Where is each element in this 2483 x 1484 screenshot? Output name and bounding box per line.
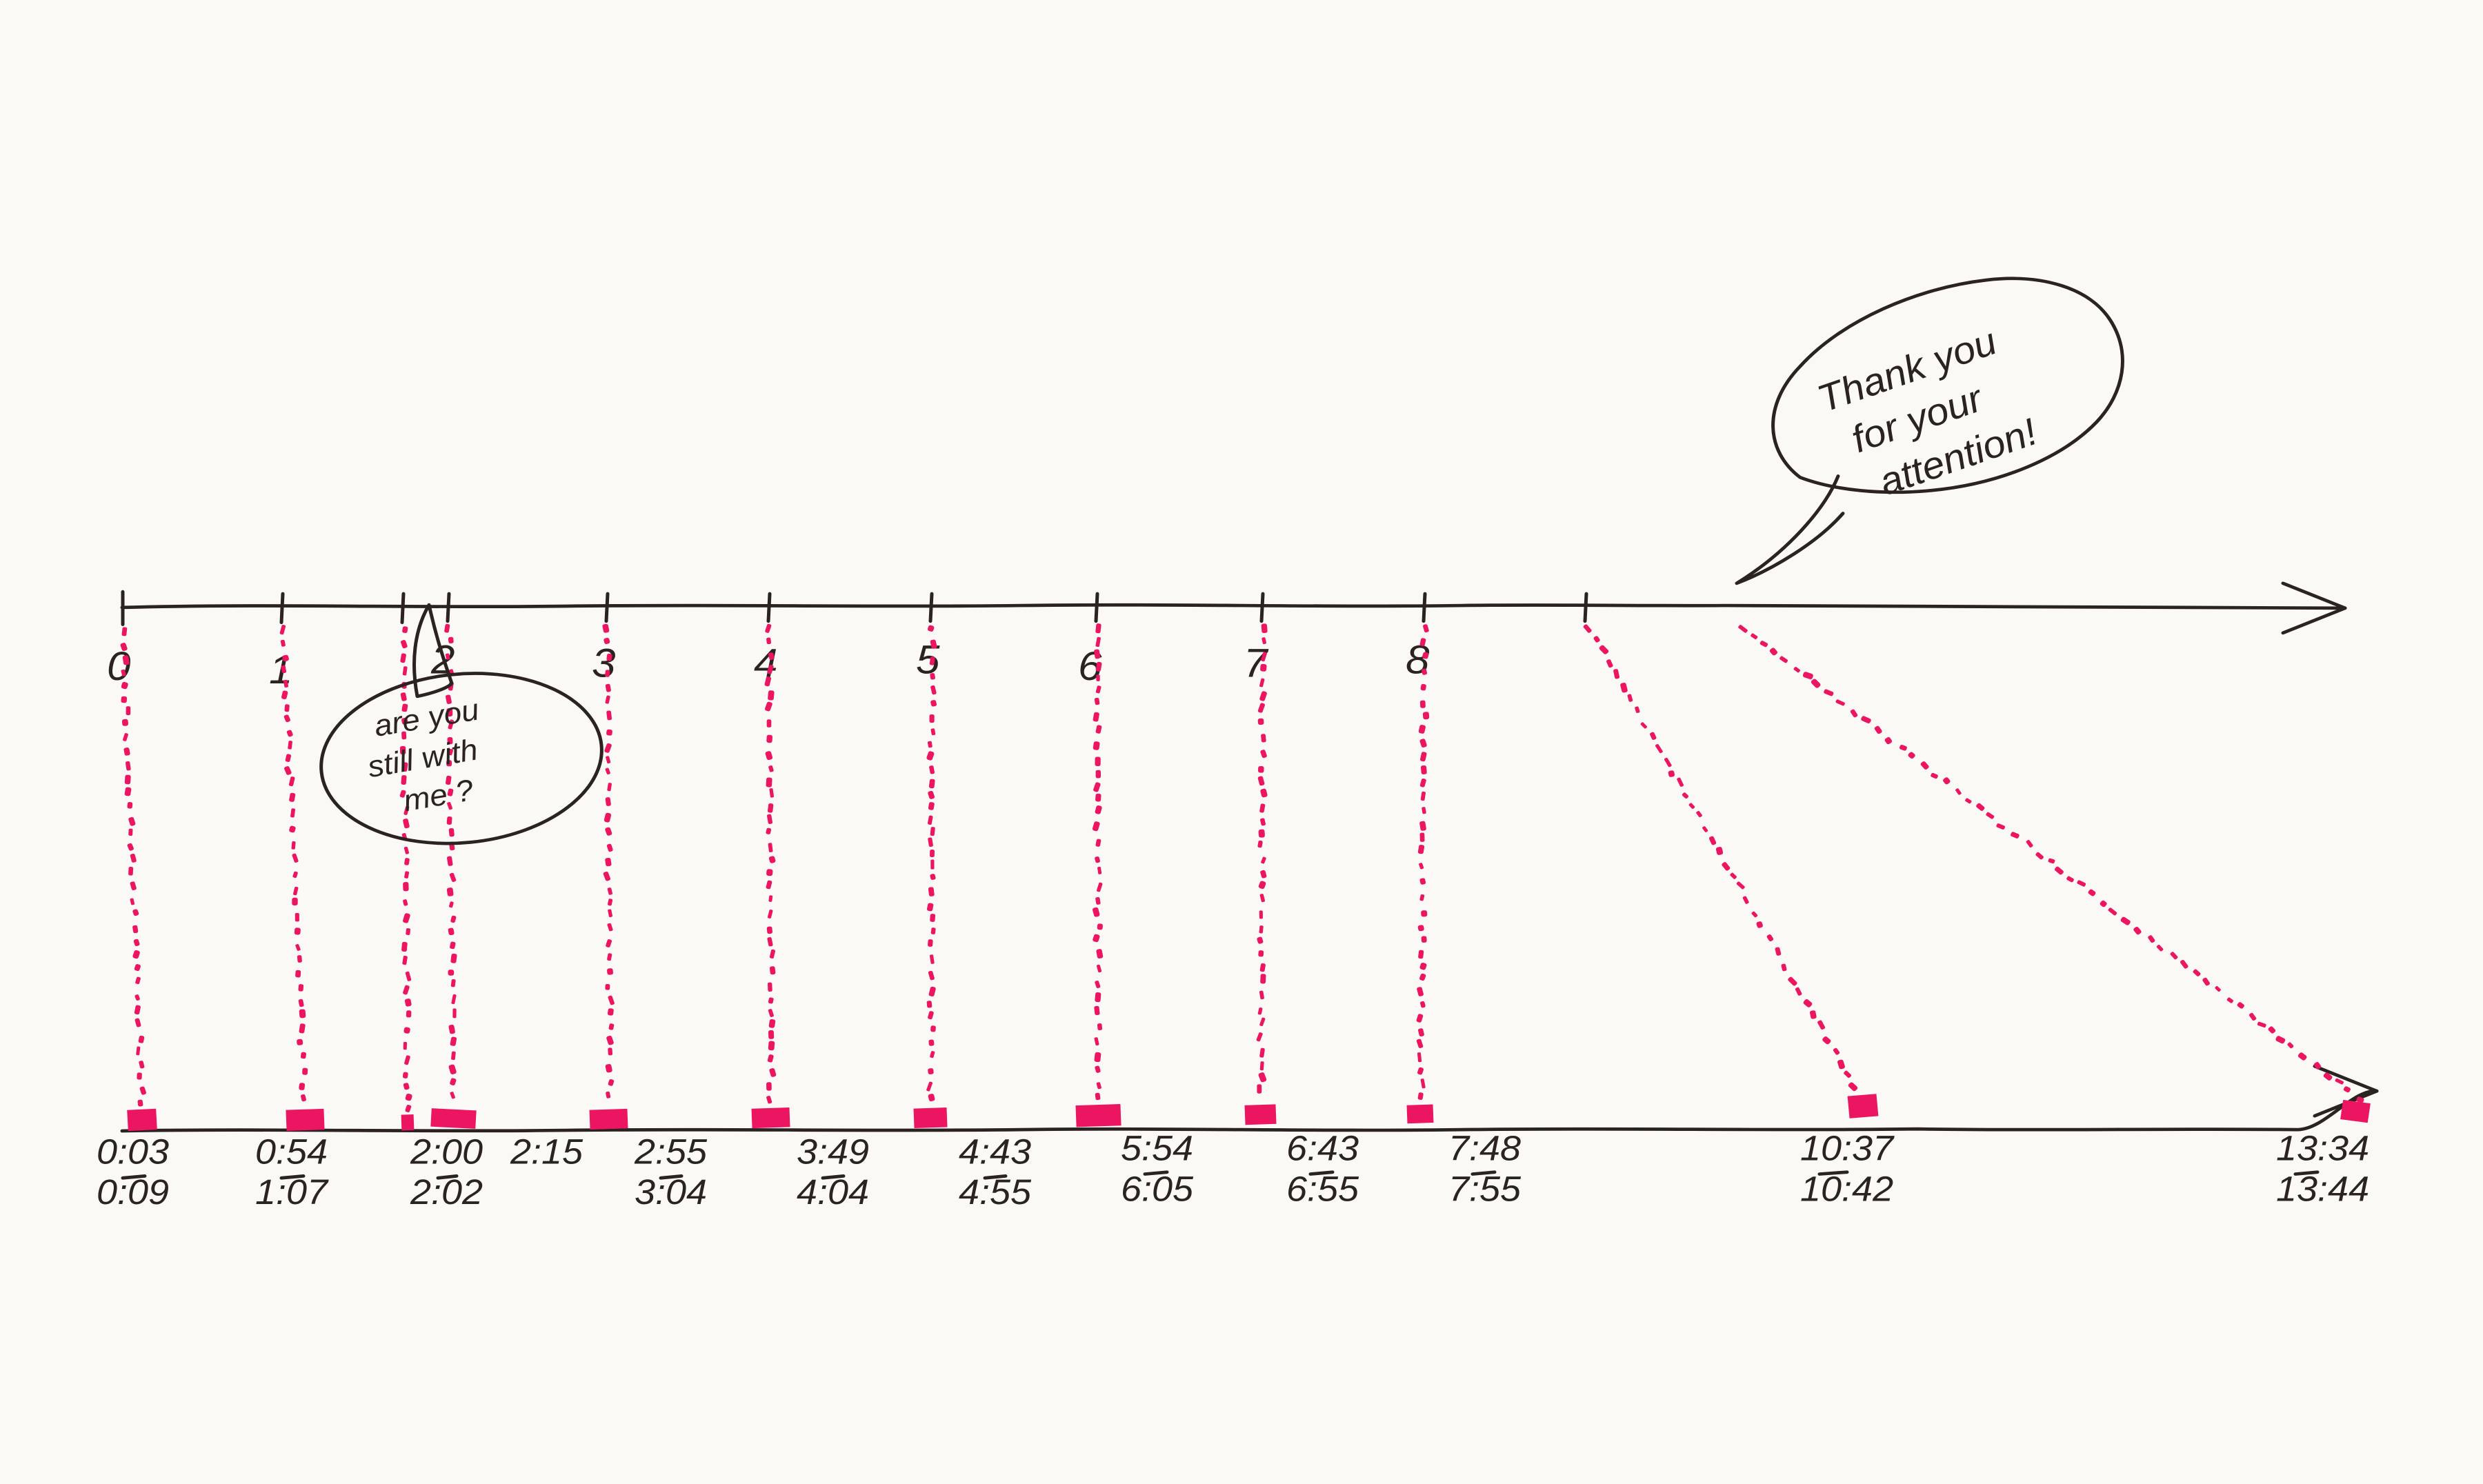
- svg-text:13:34: 13:34: [2276, 1129, 2369, 1168]
- svg-text:1:07: 1:07: [255, 1172, 329, 1212]
- svg-text:0:54: 0:54: [255, 1132, 328, 1172]
- svg-text:4: 4: [754, 640, 777, 685]
- svg-text:0: 0: [107, 643, 131, 689]
- svg-text:2:15: 2:15: [510, 1132, 584, 1172]
- svg-text:5:54: 5:54: [1121, 1129, 1193, 1168]
- svg-text:6:55: 6:55: [1286, 1170, 1359, 1209]
- svg-text:10:42: 10:42: [1800, 1170, 1893, 1209]
- svg-text:4:04: 4:04: [797, 1172, 869, 1212]
- svg-text:6:43: 6:43: [1286, 1129, 1359, 1168]
- svg-text:2:55: 2:55: [634, 1132, 708, 1172]
- svg-text:3:49: 3:49: [797, 1132, 869, 1172]
- svg-text:7:48: 7:48: [1448, 1129, 1521, 1168]
- svg-text:7: 7: [1244, 640, 1269, 685]
- svg-text:4:55: 4:55: [959, 1172, 1032, 1212]
- svg-text:2:02: 2:02: [410, 1172, 483, 1212]
- svg-text:1: 1: [269, 646, 292, 692]
- svg-text:3:04: 3:04: [635, 1172, 707, 1212]
- svg-text:8: 8: [1406, 636, 1430, 682]
- svg-text:7:55: 7:55: [1448, 1170, 1522, 1209]
- svg-text:4:43: 4:43: [959, 1132, 1031, 1172]
- svg-text:3: 3: [592, 640, 616, 685]
- svg-text:6:05: 6:05: [1121, 1170, 1194, 1209]
- svg-text:5: 5: [916, 636, 940, 682]
- svg-text:10:37: 10:37: [1800, 1129, 1895, 1168]
- svg-text:2:00: 2:00: [410, 1132, 483, 1172]
- svg-text:13:44: 13:44: [2276, 1170, 2369, 1209]
- svg-text:0:09: 0:09: [97, 1172, 169, 1212]
- svg-text:0:03: 0:03: [97, 1132, 169, 1172]
